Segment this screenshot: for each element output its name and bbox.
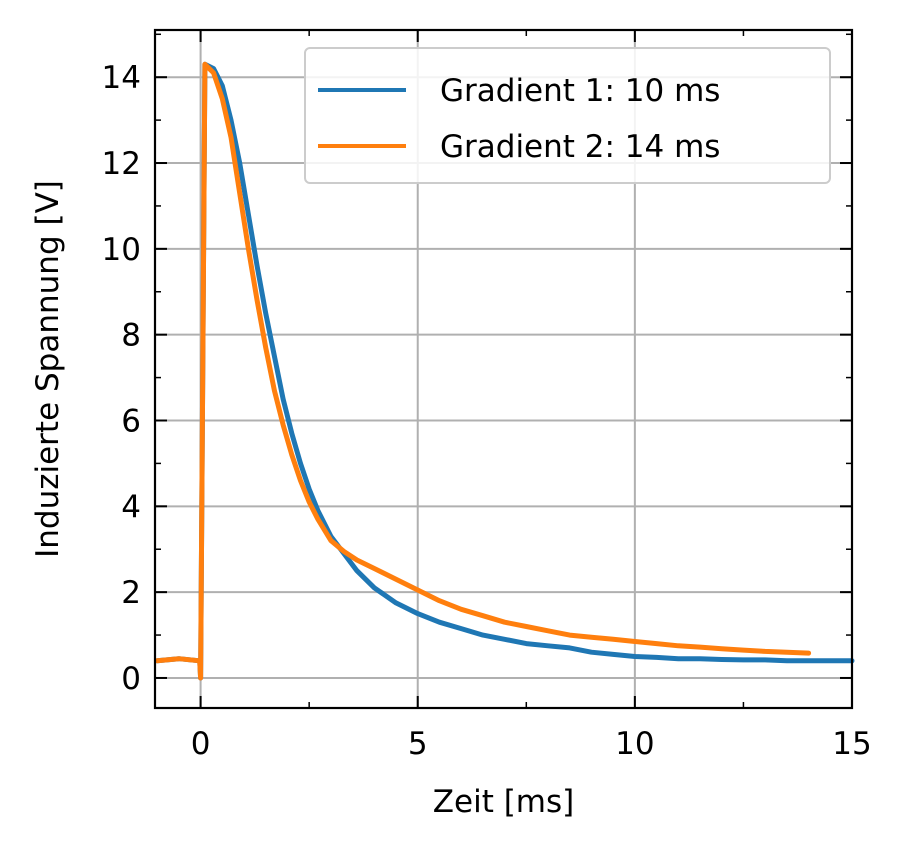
legend-label-gradient-2: Gradient 2: 14 ms xyxy=(440,129,720,165)
legend-box xyxy=(304,47,831,184)
y-tick-label: 6 xyxy=(121,403,141,439)
tick-labels: 0 5 10 15 0 2 4 6 8 10 12 14 xyxy=(102,60,872,762)
y-tick-label: 10 xyxy=(102,232,141,268)
x-tick-label: 5 xyxy=(408,726,428,762)
series-line-gradient-2 xyxy=(154,61,812,681)
legend: Gradient 1: 10 ms Gradient 2: 14 ms xyxy=(304,47,831,184)
y-tick-label: 2 xyxy=(121,575,141,611)
plot-frame xyxy=(153,28,854,710)
y-axis-label: Induzierte Spannung [V] xyxy=(30,180,66,558)
x-tick-label: 0 xyxy=(191,726,211,762)
y-tick-label: 4 xyxy=(121,489,141,525)
x-axis-label: Zeit [ms] xyxy=(433,784,574,820)
x-tick-label: 10 xyxy=(615,726,654,762)
legend-label-gradient-1: Gradient 1: 10 ms xyxy=(440,73,720,109)
data-series xyxy=(154,61,855,681)
y-tick-label: 0 xyxy=(121,661,141,697)
y-tick-label: 14 xyxy=(102,60,141,96)
series-line-gradient-1 xyxy=(154,61,855,681)
y-tick-label: 8 xyxy=(121,318,141,354)
x-tick-label: 15 xyxy=(832,726,871,762)
y-tick-label: 12 xyxy=(102,146,141,182)
